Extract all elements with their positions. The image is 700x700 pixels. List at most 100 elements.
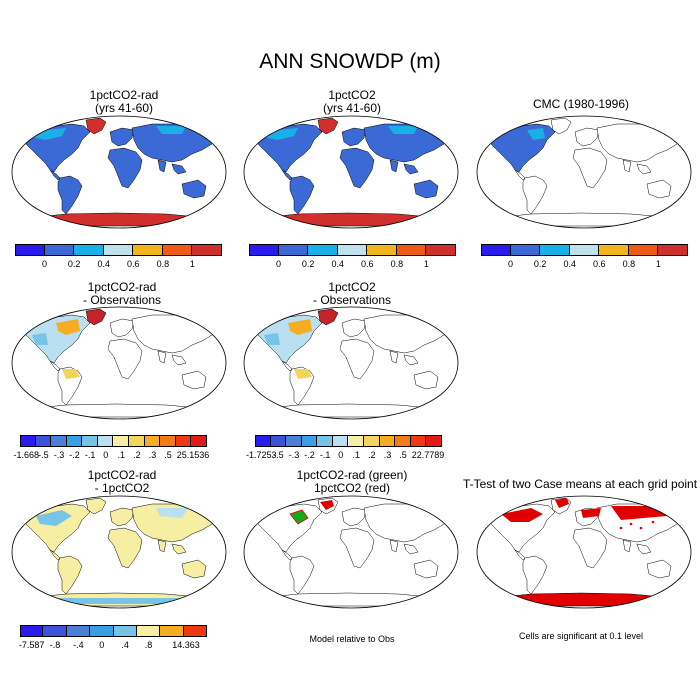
map-outline [243, 306, 459, 420]
sig-greenland [555, 498, 569, 508]
map-contour-compare [238, 494, 464, 610]
colorbar-swatch [569, 244, 600, 256]
colorbar-swatch [20, 625, 44, 637]
land-asia [596, 123, 686, 163]
land-antarctica [259, 403, 443, 418]
panel-title-5: 1pctCO2 - Observations [237, 281, 467, 307]
colorbar-tick-label: 0.4 [563, 259, 576, 269]
colorbar-swatch [367, 244, 397, 256]
colorbar-tick-label: .8 [144, 640, 153, 650]
land-seasia [403, 543, 419, 555]
colorbar-swatch [348, 435, 365, 447]
colorbar-swatch [133, 244, 163, 256]
colorbar-tick-label: .5 [164, 450, 172, 460]
colorbar-tick-label: -.3 [53, 450, 65, 460]
colorbar-tick-label: 0.2 [301, 259, 315, 269]
colorbar-tick-label: -.8 [49, 640, 61, 650]
land-africa [339, 147, 375, 189]
colorbar-tick-label: -7.587 [18, 640, 45, 650]
land-asia [363, 314, 453, 354]
world-map [476, 115, 692, 229]
land-samerica [522, 555, 548, 595]
colorbar-swatch [113, 625, 137, 637]
colorbar-tick-label: .2 [368, 450, 376, 460]
sig-dot [619, 526, 623, 530]
land-greenland [85, 117, 107, 135]
colorbar-tick-label: 0.6 [593, 259, 606, 269]
land-australia [646, 559, 672, 579]
colorbar-tick-label: 0.2 [67, 259, 81, 269]
colorbar-1: 0 0.2 0.4 0.6 0.8 1 [15, 244, 222, 269]
land-antarctica [27, 403, 211, 418]
land-camerica [49, 360, 61, 372]
land-india [389, 350, 399, 364]
colorbar-swatch [599, 244, 629, 256]
land-india [389, 539, 399, 553]
land-india [157, 539, 167, 553]
colorbar-tick-label: -1.7253 [245, 450, 277, 460]
panel-2-subtitle: (yrs 41-60) [322, 101, 381, 115]
colorbar-tick-label: 0 [508, 259, 514, 269]
colorbar-swatch [44, 244, 75, 256]
colorbar-tick-label: -.4 [73, 640, 84, 650]
panel-1-title: 1pctCO2-rad [89, 88, 159, 102]
land-australia [181, 370, 207, 390]
colorbar-swatch [144, 435, 161, 447]
panel-2-title: 1pctCO2 [328, 88, 376, 102]
map-outline [243, 115, 459, 229]
panel-1-subtitle: (yrs 41-60) [94, 101, 153, 115]
sig-dot [651, 520, 655, 524]
colorbar-swatch [129, 435, 145, 447]
panel-5-subtitle: - Observations [312, 293, 392, 307]
colorbar-swatch [175, 435, 192, 447]
colorbar-swatch [286, 435, 302, 447]
colorbar-tick-label: 0 [42, 259, 48, 269]
colorbar-swatch [278, 244, 309, 256]
colorbar-swatch [15, 244, 45, 256]
colorbar-frame [20, 625, 207, 637]
map-1pctco2 [238, 114, 464, 230]
colorbar-tick-label: .5 [399, 450, 407, 460]
land-africa [572, 527, 608, 569]
world-map [11, 495, 227, 609]
land-namerica [255, 503, 323, 553]
land-seasia [171, 354, 187, 366]
panel-title-2: 1pctCO2 (yrs 41-60) [237, 89, 467, 115]
colorbar-swatch [396, 244, 427, 256]
note-model-relative: Model relative to Obs [309, 634, 395, 644]
panel-title-8: T-Test of two Case means at each grid po… [460, 478, 700, 491]
colorbar-swatch [301, 435, 318, 447]
snow-patch-siberia [388, 126, 418, 134]
sig-europe [581, 508, 601, 518]
colorbar-swatch [540, 244, 570, 256]
world-map [243, 115, 459, 229]
colorbar-swatch [337, 244, 368, 256]
colorbar-swatch [136, 625, 161, 637]
colorbar-tick-label: 0 [338, 450, 344, 460]
land-africa [339, 338, 375, 380]
map-rad-minus-co2 [6, 494, 232, 610]
colorbar-tick-label: .4 [121, 640, 129, 650]
colorbar-tick-label: -.2 [304, 450, 315, 460]
map-outline [11, 306, 227, 420]
panel-title-3: CMC (1980-1996) [466, 98, 696, 111]
panel-4-subtitle: - Observations [82, 293, 162, 307]
land-india [389, 159, 399, 173]
land-camerica [281, 549, 293, 561]
land-europe [109, 127, 135, 147]
snow-patch-north [26, 128, 66, 140]
colorbar-swatch [160, 625, 184, 637]
land-camerica [281, 169, 293, 181]
colorbar-tick-label: .2 [133, 450, 141, 460]
colorbar-6: -7.587 -.8 -.4 0 .4 .8 14.363 [19, 625, 207, 650]
colorbar-frame [255, 435, 442, 447]
map-co2-minus-obs [238, 305, 464, 421]
land-asia [131, 314, 221, 354]
colorbar-swatch [410, 435, 427, 447]
colorbar-swatch [103, 244, 134, 256]
map-ttest [471, 494, 697, 610]
land-australia [413, 179, 439, 199]
map-outline [243, 495, 459, 609]
land-camerica [514, 549, 526, 561]
world-map [476, 495, 692, 609]
